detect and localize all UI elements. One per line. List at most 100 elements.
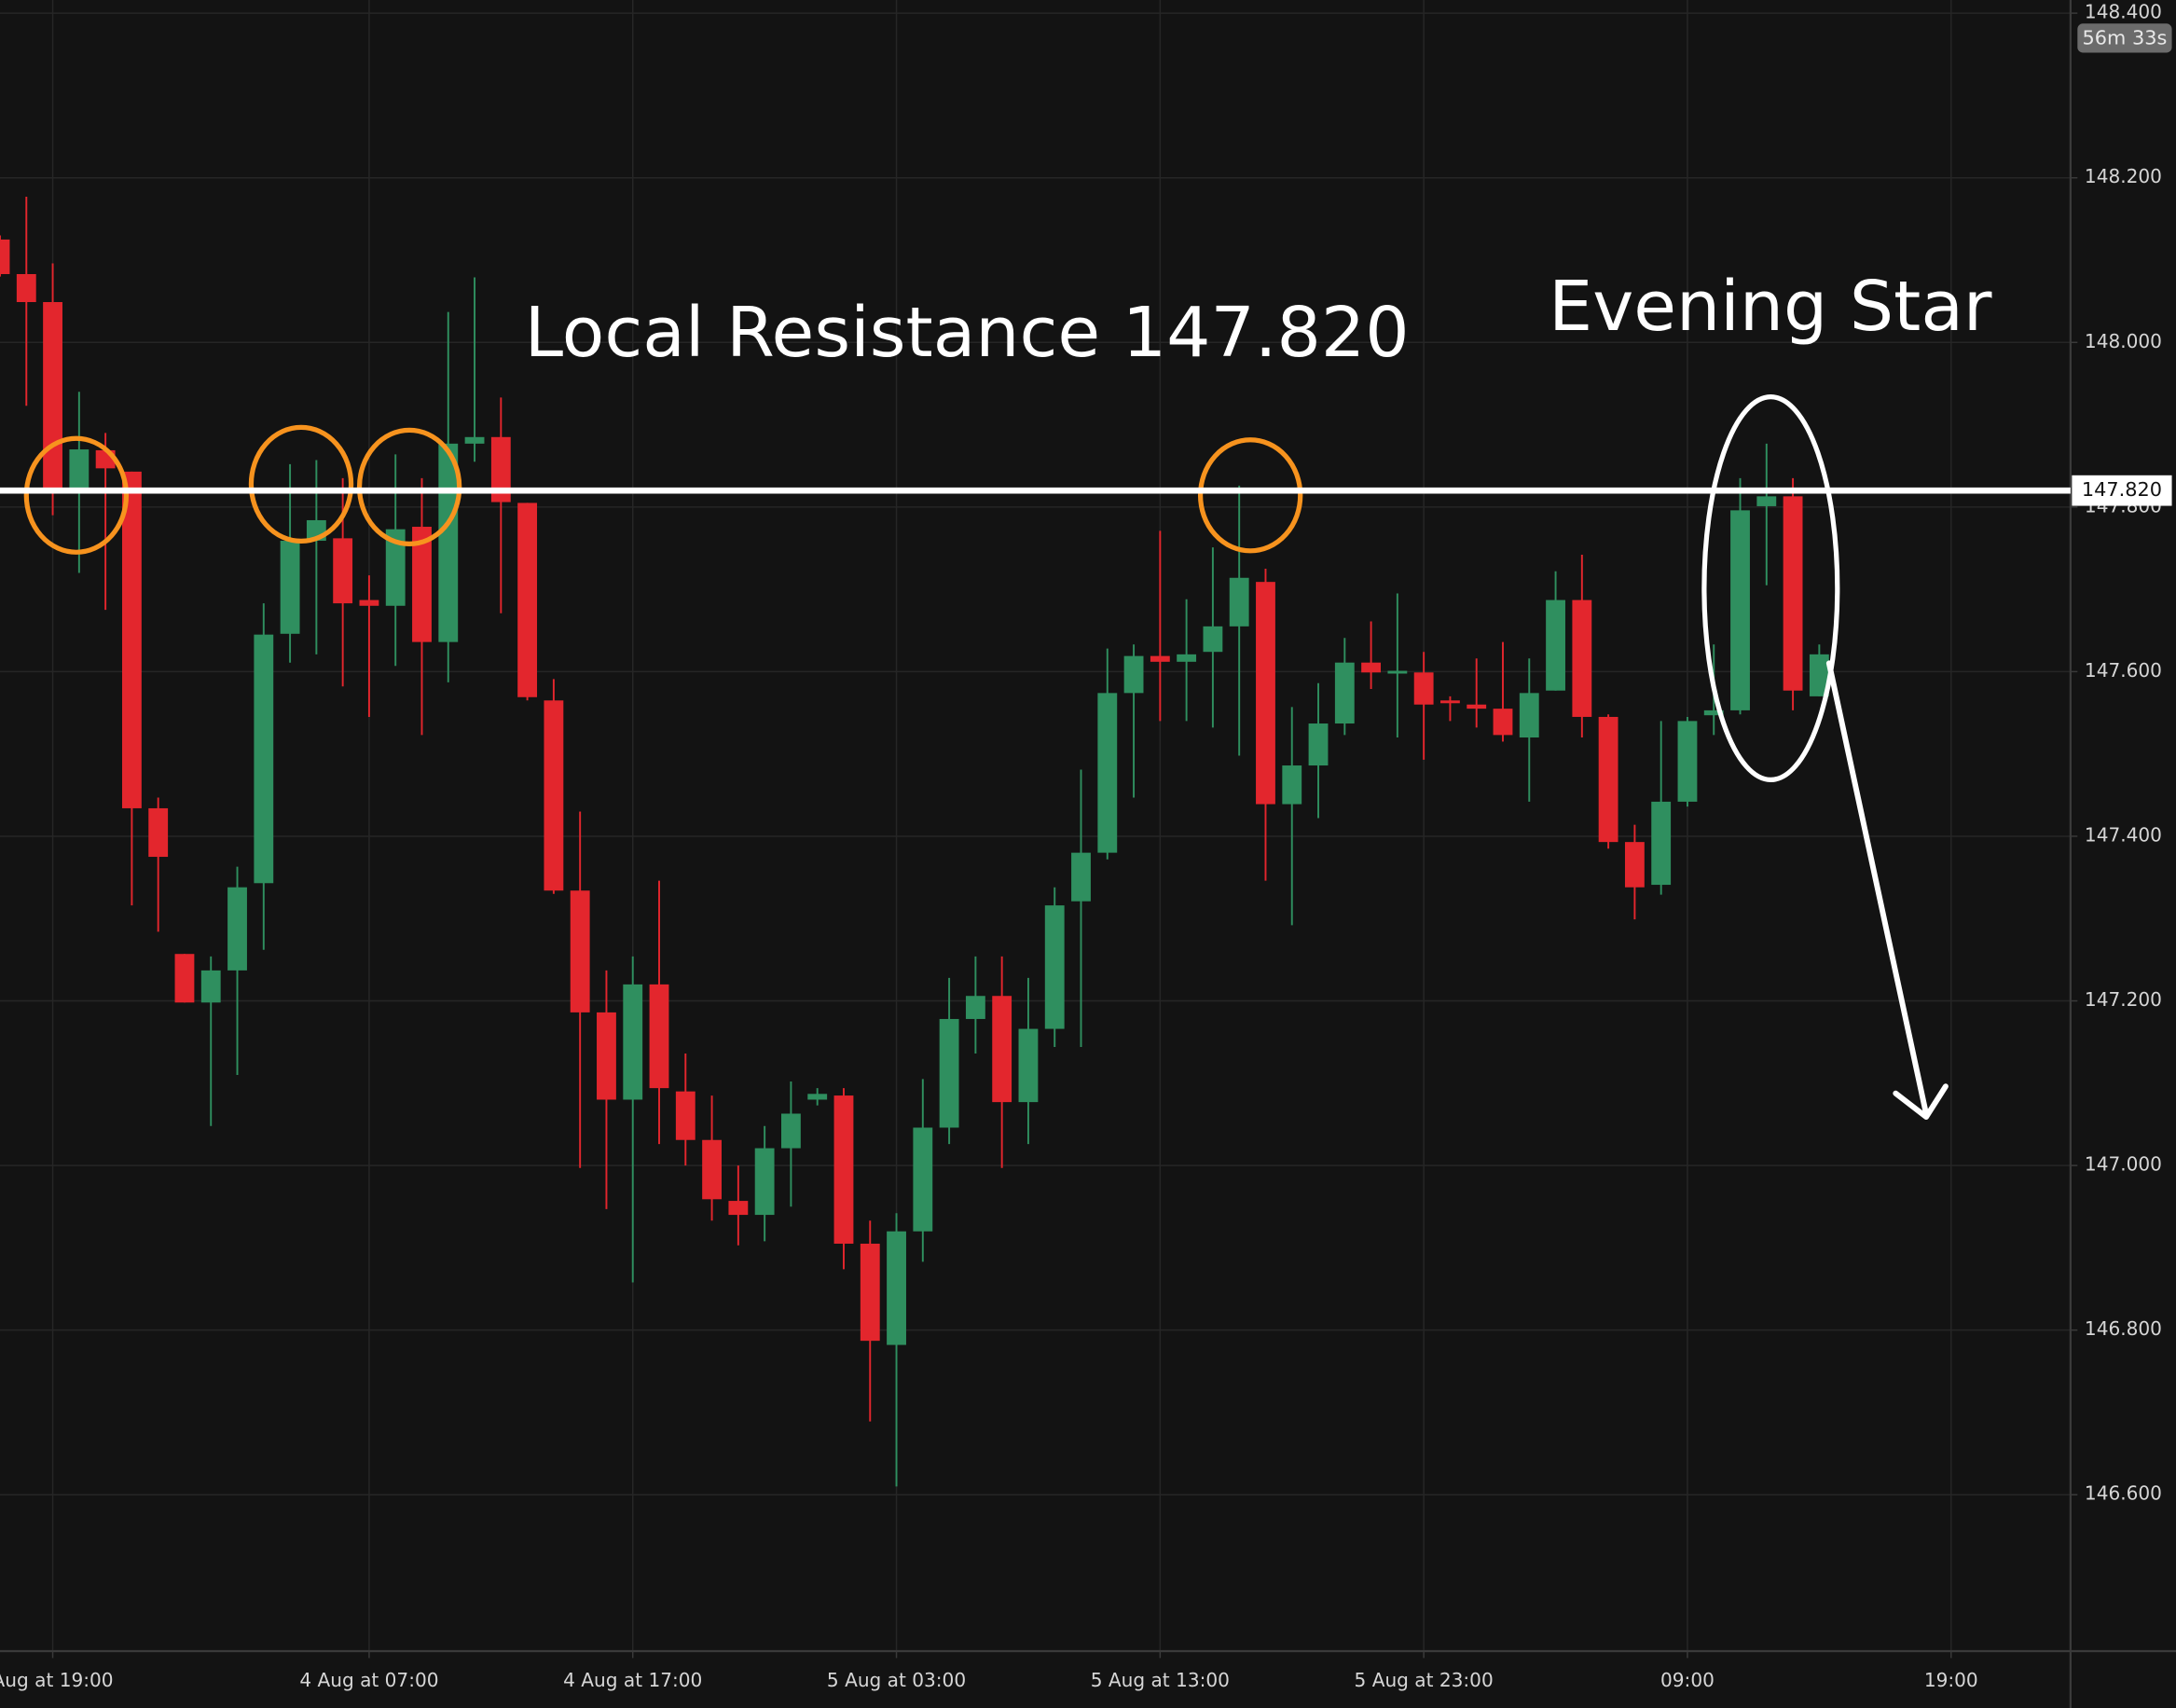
candle-body	[992, 996, 1012, 1103]
candle-body	[121, 471, 142, 808]
candle-body	[148, 807, 169, 858]
candle-body	[200, 970, 221, 1003]
candle-body	[780, 1113, 801, 1149]
y-tick-label: 146.600	[2085, 1482, 2162, 1505]
candle-body	[1334, 662, 1355, 724]
candle-body	[913, 1127, 933, 1232]
y-tick-label: 147.600	[2085, 659, 2162, 682]
candle-body	[1598, 716, 1618, 843]
candle-body	[412, 527, 432, 642]
candle-body	[1229, 577, 1249, 627]
y-tick-label: 147.000	[2085, 1153, 2162, 1176]
arrow-head	[1893, 1083, 1949, 1120]
grid	[0, 0, 2071, 1651]
candle-body	[333, 538, 353, 604]
candle-body	[1703, 709, 1724, 716]
overlay: 147.820	[0, 475, 2172, 506]
x-tick-label: 5 Aug at 03:00	[827, 1669, 966, 1691]
candle-body	[860, 1243, 880, 1342]
candle-body	[939, 1018, 959, 1128]
annotation: Evening Star	[1549, 266, 1992, 347]
resistance-price-box	[2072, 475, 2172, 506]
candle-body	[1493, 709, 1513, 736]
y-tick-label: 146.800	[2085, 1317, 2162, 1340]
candle-body	[1440, 700, 1460, 704]
candle-body	[649, 984, 669, 1089]
candle-body	[227, 887, 247, 971]
candle-body	[1387, 670, 1408, 674]
x-tick-label: 5 Aug at 23:00	[1355, 1669, 1494, 1691]
candle-body	[1519, 693, 1539, 738]
candle-body	[43, 302, 62, 489]
candle-body	[1150, 655, 1170, 662]
candle-body	[544, 700, 564, 891]
candle-body	[385, 529, 406, 606]
candle-body	[1177, 654, 1197, 662]
candle-body	[754, 1148, 775, 1216]
candle-body	[1783, 496, 1803, 691]
candle-body	[1756, 496, 1777, 506]
candle-body	[1018, 1028, 1039, 1103]
countdown-box	[2077, 23, 2172, 53]
candle-body	[280, 541, 300, 634]
x-tick-label: 19:00	[1924, 1669, 1978, 1691]
touch-circle	[23, 435, 130, 555]
candle-body	[1572, 599, 1592, 717]
down-arrow	[1825, 660, 1949, 1120]
touch-circles	[23, 424, 1303, 555]
candle-body	[965, 996, 985, 1019]
x-tick-label: 4 Aug at 07:00	[299, 1669, 438, 1691]
candle-body	[675, 1091, 695, 1140]
candle-body	[1413, 672, 1434, 705]
y-tick-label: 147.200	[2085, 988, 2162, 1011]
candle-body	[1203, 626, 1223, 653]
touch-circle	[356, 427, 462, 546]
candle-body	[1809, 654, 1829, 696]
candle-body	[1730, 510, 1750, 710]
x-tick-label: 09:00	[1660, 1669, 1715, 1691]
candle-body	[887, 1231, 906, 1345]
candle-body	[833, 1095, 854, 1244]
annotation: Local Resistance 147.820	[525, 292, 1410, 373]
candle-body	[0, 239, 10, 274]
touch-circle	[1197, 437, 1303, 554]
candle-body	[254, 634, 274, 884]
candle-body	[623, 984, 643, 1100]
candle-body	[1123, 655, 1144, 694]
candle-body	[517, 503, 538, 697]
candle-body	[1546, 599, 1565, 691]
candle-body	[464, 436, 485, 444]
x-tick-label: 5 Aug at 13:00	[1091, 1669, 1230, 1691]
candle-body	[807, 1094, 828, 1100]
candle-body	[359, 599, 379, 606]
pattern-ellipse	[1701, 394, 1840, 782]
arrow-shaft	[1825, 660, 1930, 1118]
candle-body	[1651, 801, 1672, 886]
candle-body	[1256, 582, 1275, 805]
touch-circle	[248, 424, 354, 544]
candle-body	[1308, 723, 1329, 766]
candle-body	[597, 1012, 616, 1100]
candle-body	[1361, 662, 1382, 673]
x-tick-label: Aug at 19:00	[0, 1669, 114, 1691]
candle-body	[1071, 852, 1091, 902]
candle-body	[438, 443, 459, 642]
candle-body	[1282, 765, 1302, 805]
candle-body	[1467, 704, 1487, 709]
candle-body	[490, 436, 511, 503]
candle-body	[174, 954, 195, 1003]
resistance-price-label: 147.820	[2082, 478, 2162, 501]
candles	[0, 196, 1829, 1487]
candle-body	[728, 1201, 749, 1216]
x-tick-label: 4 Aug at 17:00	[563, 1669, 702, 1691]
y-tick-label: 147.400	[2085, 823, 2162, 846]
candle-body	[1097, 693, 1118, 853]
candle-body	[1677, 721, 1698, 802]
y-tick-label: 148.000	[2085, 330, 2162, 352]
candle-body	[570, 890, 590, 1012]
candle-body	[69, 449, 90, 489]
